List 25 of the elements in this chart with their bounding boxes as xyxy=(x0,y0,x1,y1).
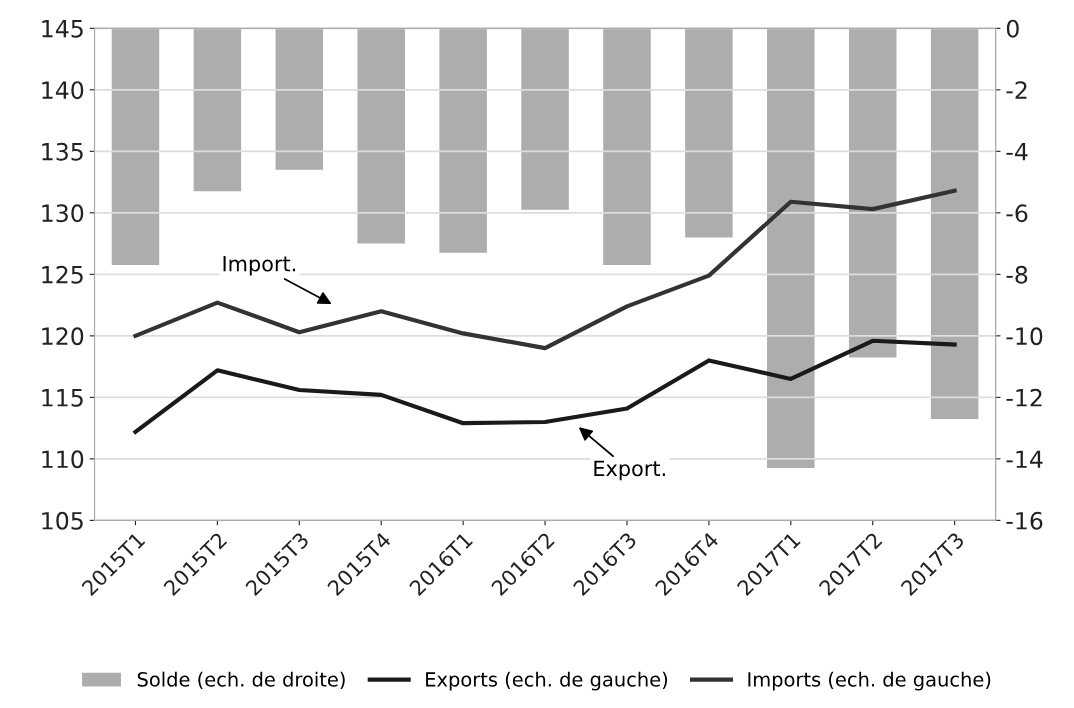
y-tick-label: 125 xyxy=(42,265,83,284)
annotation: Export. xyxy=(594,460,665,481)
y2-tick-label: -14 xyxy=(1006,450,1043,468)
y-tick-label: 110 xyxy=(42,450,84,469)
y-tick-label: 115 xyxy=(42,389,83,407)
y2-tick-label: -6 xyxy=(1006,204,1028,223)
legend-label: Solde (ech. de droite) xyxy=(137,671,345,690)
line-series xyxy=(133,338,957,434)
y-tick-label: 130 xyxy=(42,204,84,223)
y2-tick-label: -4 xyxy=(1006,143,1028,161)
legend-label: Imports (ech. de gauche) xyxy=(748,671,991,691)
y2-tick-label: 0 xyxy=(1006,19,1019,38)
line-series xyxy=(133,188,957,351)
annotation: Import. xyxy=(223,256,296,276)
y-tick-label: 135 xyxy=(42,142,83,161)
y-tick-label: 145 xyxy=(42,20,83,38)
y2-tick-label: -2 xyxy=(1006,81,1027,99)
y2-tick-label: -8 xyxy=(1006,265,1028,284)
y2-tick-label: -10 xyxy=(1006,327,1043,346)
y-tick-label: 105 xyxy=(42,511,83,530)
legend-label: Exports (ech. de gauche) xyxy=(426,671,668,691)
y2-tick-label: -12 xyxy=(1006,388,1042,407)
y-tick-label: 120 xyxy=(42,327,84,346)
y2-tick-label: -16 xyxy=(1006,511,1043,530)
y-tick-label: 140 xyxy=(42,81,84,100)
